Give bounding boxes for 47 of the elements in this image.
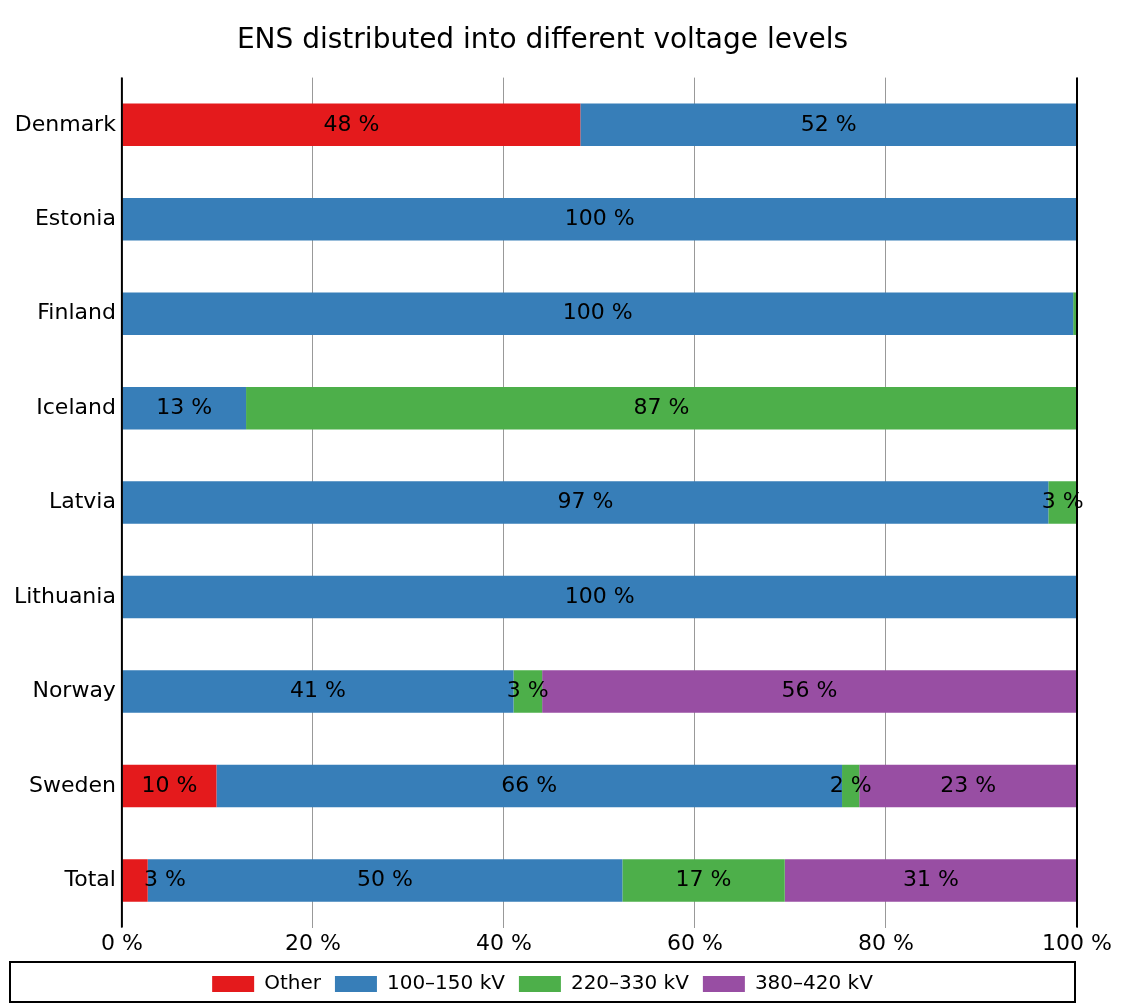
legend-label: 220–330 kV bbox=[570, 970, 690, 995]
chart-title: ENS distributed into different voltage levels bbox=[236, 22, 849, 56]
x-tick-label: 40 % bbox=[475, 929, 532, 955]
y-tick-label: Iceland bbox=[36, 393, 116, 419]
data-label: 48 % bbox=[323, 110, 380, 136]
data-label: 13 % bbox=[156, 393, 213, 419]
bar bbox=[122, 198, 1077, 241]
y-tick-label: Finland bbox=[37, 299, 116, 325]
y-tick-label: Total bbox=[63, 866, 116, 892]
x-tick-label: 80 % bbox=[858, 929, 914, 955]
data-label: 100 % bbox=[564, 582, 635, 608]
legend-label: 100–150 kV bbox=[386, 970, 506, 995]
legend-label: 380–420 kV bbox=[754, 970, 874, 995]
y-tick-label: Latvia bbox=[48, 488, 116, 514]
data-label: 56 % bbox=[781, 677, 838, 703]
data-label: 10 % bbox=[141, 771, 198, 797]
bar bbox=[122, 386, 247, 430]
bar bbox=[122, 292, 1074, 335]
bar bbox=[784, 859, 1077, 902]
data-label: 31 % bbox=[902, 866, 959, 892]
y-tick-label: Denmark bbox=[14, 110, 117, 136]
data-label: 97 % bbox=[557, 488, 614, 514]
data-label: 66 % bbox=[501, 771, 558, 797]
data-label: 52 % bbox=[800, 110, 857, 136]
bar bbox=[122, 575, 1077, 619]
bar bbox=[580, 103, 1077, 147]
bar bbox=[216, 764, 843, 808]
y-tick-label: Sweden bbox=[28, 771, 116, 797]
data-label: 50 % bbox=[357, 866, 413, 892]
x-tick-label: 60 % bbox=[667, 929, 723, 955]
y-tick-label: Estonia bbox=[34, 204, 116, 230]
bar bbox=[122, 103, 581, 147]
y-tick-label: Lithuania bbox=[13, 582, 116, 608]
data-label: 23 % bbox=[940, 771, 997, 797]
x-tick-label: 0 % bbox=[100, 929, 143, 955]
data-label: 87 % bbox=[633, 393, 690, 419]
bar bbox=[622, 859, 785, 902]
data-label: 100 % bbox=[562, 299, 633, 325]
data-label: 100 % bbox=[564, 204, 635, 230]
bar bbox=[147, 859, 623, 902]
data-label: 17 % bbox=[675, 866, 732, 892]
y-tick-label: Norway bbox=[32, 677, 116, 703]
x-tick-label: 100 % bbox=[1042, 929, 1112, 955]
bar bbox=[246, 386, 1077, 430]
legend-label: Other bbox=[264, 970, 322, 995]
x-tick-label: 20 % bbox=[284, 929, 341, 955]
data-label: 41 % bbox=[289, 677, 346, 703]
